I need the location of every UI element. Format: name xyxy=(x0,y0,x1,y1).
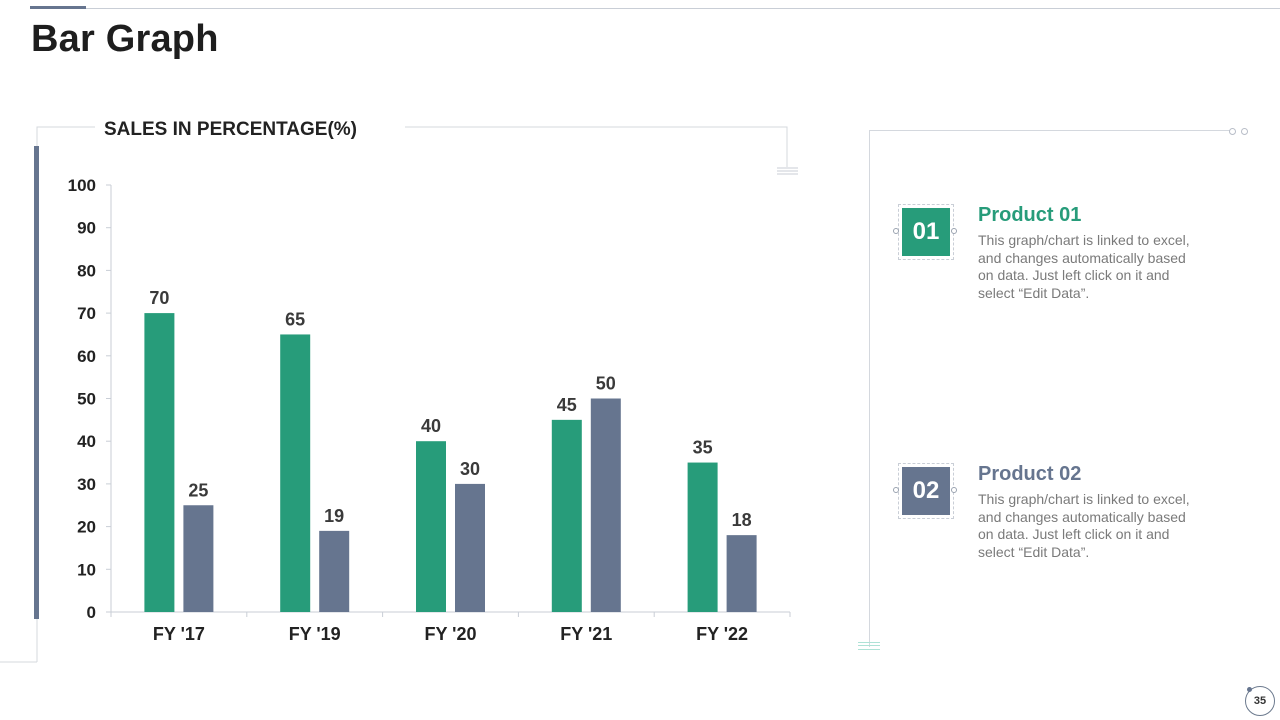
x-category-label: FY '22 xyxy=(696,624,748,644)
y-tick-label: 90 xyxy=(77,219,96,238)
x-category-label: FY '17 xyxy=(153,624,205,644)
badge-dot xyxy=(893,228,899,234)
x-category-label: FY '19 xyxy=(289,624,341,644)
x-category-label: FY '21 xyxy=(560,624,612,644)
top-rule xyxy=(30,8,1280,9)
legend-item-product-01: 01 Product 01 This graph/chart is linked… xyxy=(893,204,1205,304)
frame-dot xyxy=(1241,128,1248,135)
y-tick-label: 0 xyxy=(87,603,96,622)
bar xyxy=(144,313,175,612)
y-tick-label: 10 xyxy=(77,560,96,579)
slide-number-dot xyxy=(1247,687,1252,692)
legend-frame xyxy=(869,130,1234,647)
data-label: 50 xyxy=(596,374,616,394)
bar xyxy=(183,505,214,612)
bar xyxy=(551,419,582,612)
bar xyxy=(455,483,485,612)
data-label: 18 xyxy=(732,510,752,530)
badge-frame: 02 xyxy=(898,463,954,519)
y-tick-label: 60 xyxy=(77,347,96,366)
bar xyxy=(319,530,350,612)
y-tick-label: 100 xyxy=(68,176,96,195)
chart-frame-lines xyxy=(777,167,798,175)
data-label: 35 xyxy=(693,438,713,458)
data-label: 19 xyxy=(324,506,344,526)
bars xyxy=(144,313,757,612)
badge-01: 01 xyxy=(902,208,950,256)
frame-lines xyxy=(858,642,880,650)
y-tick-label: 70 xyxy=(77,304,96,323)
chart-frame-right xyxy=(405,126,788,167)
y-axis-ticks: 0 10 20 30 40 50 60 70 80 90 100 xyxy=(68,176,111,622)
badge-dot xyxy=(951,487,957,493)
data-label: 40 xyxy=(421,416,441,436)
y-tick-label: 80 xyxy=(77,261,96,280)
data-label: 45 xyxy=(557,395,577,415)
data-label: 25 xyxy=(188,480,208,500)
page-title: Bar Graph xyxy=(31,18,219,60)
data-label: 70 xyxy=(149,288,169,308)
legend-title: Product 01 xyxy=(978,204,1082,226)
top-accent-bar xyxy=(30,6,86,9)
legend-description: This graph/chart is linked to excel, and… xyxy=(978,232,1190,301)
frame-dot xyxy=(1229,128,1236,135)
x-category-label: FY '20 xyxy=(425,624,477,644)
legend-title: Product 02 xyxy=(978,463,1082,485)
x-axis-categories: FY '17 FY '19 FY '20 FY '21 FY '22 xyxy=(153,624,748,644)
bar xyxy=(416,441,446,612)
slide-number: 35 xyxy=(1245,686,1275,716)
legend-description: This graph/chart is linked to excel, and… xyxy=(978,491,1190,560)
data-label: 30 xyxy=(460,459,480,479)
badge-frame: 01 xyxy=(898,204,954,260)
bar xyxy=(280,334,311,612)
badge-02: 02 xyxy=(902,467,950,515)
bar-chart: SALES IN PERCENTAGE(%) 0 10 20 30 40 50 60 70 80… xyxy=(0,119,798,663)
bar xyxy=(687,462,718,612)
bar xyxy=(726,535,757,612)
chart-title: SALES IN PERCENTAGE(%) xyxy=(104,119,357,140)
badge-dot xyxy=(951,228,957,234)
y-tick-label: 50 xyxy=(77,390,96,409)
y-tick-label: 40 xyxy=(77,432,96,451)
bar xyxy=(590,398,621,612)
y-tick-label: 30 xyxy=(77,475,96,494)
y-tick-label: 20 xyxy=(77,518,96,537)
data-label: 65 xyxy=(285,309,305,329)
data-labels: 70 25 65 19 40 30 45 50 35 18 xyxy=(149,288,751,530)
chart-accent-bar xyxy=(34,146,39,619)
badge-dot xyxy=(893,487,899,493)
legend-item-product-02: 02 Product 02 This graph/chart is linked… xyxy=(893,463,1205,563)
